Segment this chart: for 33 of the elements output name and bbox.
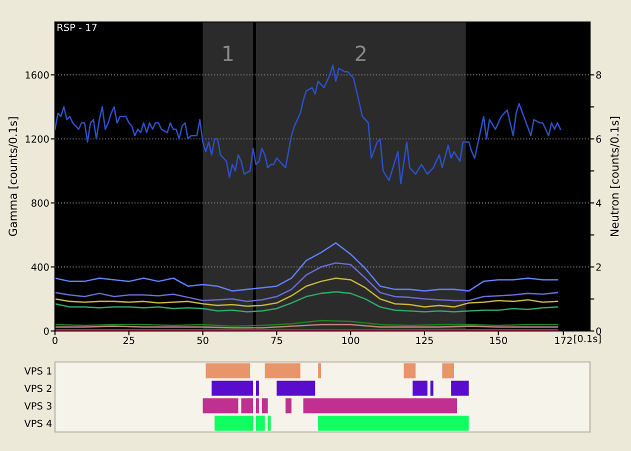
annotation: RSP - 17 xyxy=(58,24,97,32)
y-tick-label: VPS 1 xyxy=(24,367,52,375)
y-tick-label: 1200 xyxy=(26,135,49,143)
line-series xyxy=(55,291,558,312)
y-tick-label: VPS 4 xyxy=(24,420,52,428)
y-axis-title: Gamma [counts/0.1s] xyxy=(8,117,18,236)
line-series xyxy=(55,262,558,302)
y2-axis-title: Neutron [counts/0.1s] xyxy=(610,116,620,236)
x-tick-label: 0 xyxy=(52,336,58,344)
y2-tick-label: 0 xyxy=(596,327,602,335)
band-label: 2 xyxy=(356,45,366,61)
band-label: 1 xyxy=(224,46,233,61)
y2-tick-label: 4 xyxy=(596,200,602,207)
x-tick-label: 50 xyxy=(197,336,208,344)
x-tick-label: 172 xyxy=(555,336,572,344)
y2-tick-label: 2 xyxy=(596,263,601,271)
x-tick-label: 25 xyxy=(123,336,134,344)
x-axis-title: [0.1s] xyxy=(574,334,601,344)
x-tick-label: 100 xyxy=(342,336,360,344)
line-series xyxy=(55,242,558,292)
x-tick-label: 125 xyxy=(416,336,433,344)
x-tick-label: 75 xyxy=(271,336,282,344)
y2-tick-label: 6 xyxy=(596,135,602,143)
x-tick-label: 150 xyxy=(490,336,508,344)
y-tick-label: 400 xyxy=(31,263,49,271)
line-series xyxy=(55,64,562,184)
line-series xyxy=(55,277,558,308)
y-tick-label: 0 xyxy=(44,327,49,335)
y-tick-label: 800 xyxy=(32,199,49,207)
y2-tick-label: 8 xyxy=(596,71,602,79)
y-tick-label: VPS 2 xyxy=(24,384,52,392)
y-tick-label: VPS 3 xyxy=(24,402,52,410)
y-tick-label: 1600 xyxy=(26,71,49,79)
